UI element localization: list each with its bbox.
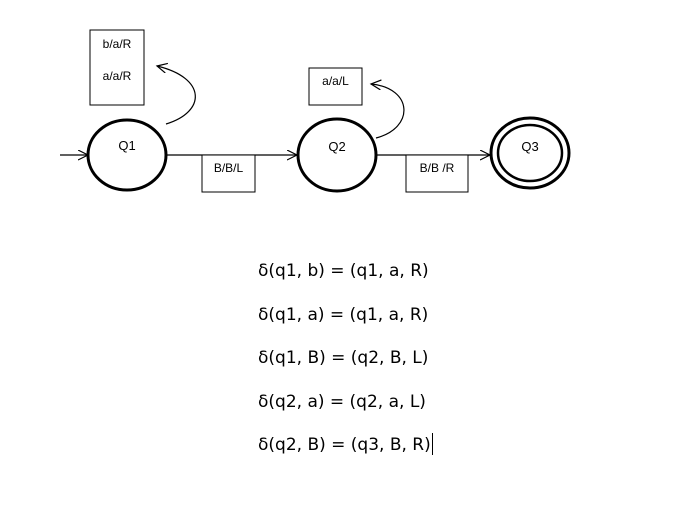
- transition-text: δ(q2, a) = (q2, a, L): [258, 391, 426, 412]
- state-q2-label: Q2: [328, 139, 345, 154]
- transition-line: δ(q2, B) = (q3, B, R): [258, 429, 458, 473]
- text-cursor: [431, 433, 434, 455]
- state-q1-label: Q1: [118, 138, 135, 153]
- transition-line: δ(q1, b) = (q1, a, R): [258, 255, 458, 299]
- edge-label-q1-loop-2: a/a/R: [103, 69, 132, 83]
- label-box-q1-q2: B/B/L: [201, 154, 256, 193]
- edge-label-q1-loop-1: b/a/R: [103, 37, 132, 51]
- transition-text: δ(q2, B) = (q3, B, R): [258, 435, 431, 455]
- self-loop-q1: [157, 66, 196, 125]
- label-box-q2-loop: a/a/L: [308, 67, 363, 106]
- edge-label-q2-loop: a/a/L: [322, 74, 349, 88]
- edge-label-q1-q2: B/B/L: [214, 161, 244, 175]
- transition-line: δ(q2, a) = (q2, a, L): [258, 386, 458, 430]
- state-q3-label: Q3: [521, 139, 538, 154]
- label-box-q2-q3: B/B /R: [405, 154, 469, 193]
- label-box-q1-loop: b/a/R a/a/R: [89, 29, 145, 106]
- self-loop-q2: [371, 84, 405, 139]
- transition-function-list: δ(q1, b) = (q1, a, R) δ(q1, a) = (q1, a,…: [258, 255, 458, 473]
- edge-label-q2-q3: B/B /R: [420, 161, 455, 175]
- transition-text: δ(q1, a) = (q1, a, R): [258, 304, 429, 325]
- transition-line: δ(q1, a) = (q1, a, R): [258, 299, 458, 343]
- transition-text: δ(q1, b) = (q1, a, R): [258, 261, 429, 281]
- state-q2: Q2: [296, 117, 378, 193]
- transition-line: δ(q1, B) = (q2, B, L): [258, 342, 458, 386]
- state-q1: Q1: [86, 118, 168, 192]
- state-q3: Q3: [489, 116, 571, 190]
- transition-text: δ(q1, B) = (q2, B, L): [258, 348, 429, 368]
